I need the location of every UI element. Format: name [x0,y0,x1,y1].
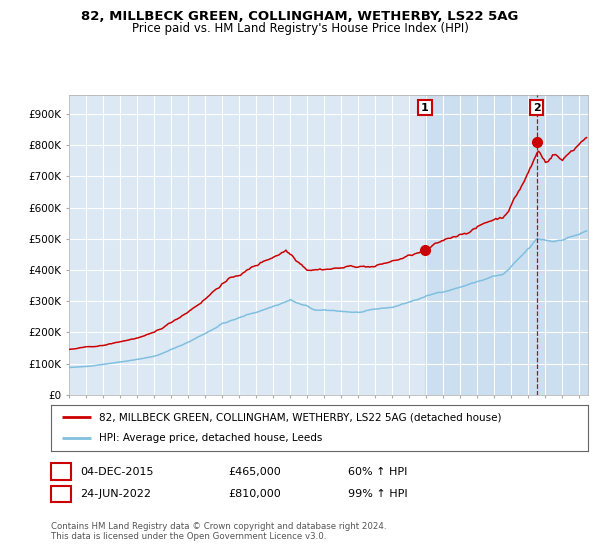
Text: 1: 1 [57,466,65,477]
Text: Contains HM Land Registry data © Crown copyright and database right 2024.
This d: Contains HM Land Registry data © Crown c… [51,522,386,542]
Text: £810,000: £810,000 [228,489,281,499]
Bar [425,95,588,395]
Text: 2: 2 [57,489,65,499]
Text: 82, MILLBECK GREEN, COLLINGHAM, WETHERBY, LS22 5AG: 82, MILLBECK GREEN, COLLINGHAM, WETHERBY… [82,10,518,23]
Text: 60% ↑ HPI: 60% ↑ HPI [348,466,407,477]
Text: 24-JUN-2022: 24-JUN-2022 [80,489,151,499]
Text: 99% ↑ HPI: 99% ↑ HPI [348,489,407,499]
Text: 1: 1 [421,102,429,113]
Text: 2: 2 [533,102,541,113]
Text: 82, MILLBECK GREEN, COLLINGHAM, WETHERBY, LS22 5AG (detached house): 82, MILLBECK GREEN, COLLINGHAM, WETHERBY… [100,412,502,422]
Text: Price paid vs. HM Land Registry's House Price Index (HPI): Price paid vs. HM Land Registry's House … [131,22,469,35]
Text: 04-DEC-2015: 04-DEC-2015 [80,466,154,477]
Text: £465,000: £465,000 [228,466,281,477]
Text: HPI: Average price, detached house, Leeds: HPI: Average price, detached house, Leed… [100,433,323,444]
